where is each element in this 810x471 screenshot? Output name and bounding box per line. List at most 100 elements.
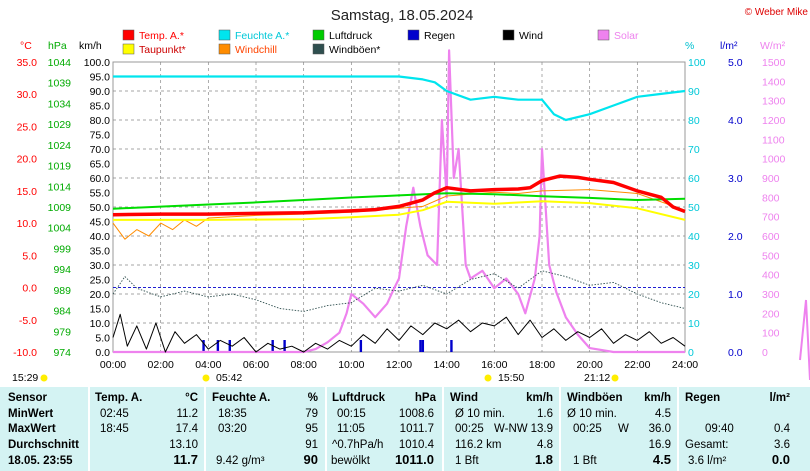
max-gust-time: 00:25 [573, 423, 602, 435]
wind-tick: 75.0 [90, 130, 111, 142]
solar-tick: 600 [762, 231, 780, 243]
current-humidity-value: 90 [303, 452, 318, 467]
min-humidity-value: 79 [305, 408, 318, 420]
separator [204, 387, 206, 471]
wind-tick: 20.0 [90, 289, 111, 301]
pressure-tick: 1004 [48, 223, 72, 235]
sun-icon [611, 374, 619, 382]
solar-tick: 1500 [762, 57, 786, 69]
min-pressure-time: 00:15 [337, 408, 366, 420]
avg-gust-value: 16.9 [648, 439, 671, 451]
max-temp-time: 18:45 [100, 423, 129, 435]
sun-event-time: 21:12 [584, 372, 610, 384]
wind-line [112, 313, 686, 353]
temp-tick: 35.0 [17, 57, 38, 69]
rain-bar [421, 340, 425, 352]
solar-line [113, 49, 685, 354]
separator [88, 387, 90, 471]
temp-tick: 30.0 [17, 89, 38, 101]
legend-label: Feuchte A.* [235, 30, 289, 42]
header-pressure-unit: hPa [414, 392, 436, 404]
gust-beaufort: 1 Bft [573, 455, 597, 467]
solar-sparkline [799, 299, 810, 381]
humidity-unit-label: % [685, 40, 694, 52]
wind-tick: 30.0 [90, 260, 111, 272]
wind-tick: 95.0 [90, 72, 111, 84]
current-wind-value: 1.8 [534, 452, 553, 467]
rain-amount: 3.6 l/m² [688, 455, 727, 467]
weather-condition: bewölkt [331, 455, 370, 467]
plot-area [112, 49, 686, 354]
solar-unit-label: W/m² [760, 40, 786, 52]
separator [442, 387, 444, 471]
solar-tick: 900 [762, 173, 780, 185]
legend-label: Wind [519, 30, 543, 42]
header-sensor: Sensor [8, 392, 47, 404]
sun-icon [40, 374, 48, 382]
pressure-unit-label: hPa [48, 40, 67, 52]
wind-tick: 90.0 [90, 86, 111, 98]
humidity-tick: 80 [688, 115, 700, 127]
pressure-tick: 999 [53, 243, 71, 255]
temp-tick: -5.0 [19, 315, 37, 327]
time-tick: 08:00 [291, 359, 317, 371]
solar-tick: 1100 [762, 134, 785, 146]
wind-tick: 100.0 [84, 57, 110, 69]
pressure-tick: 974 [53, 347, 71, 359]
legend-label: Windchill [235, 44, 277, 56]
pressure-tick: 1029 [48, 119, 72, 131]
wind-unit-label: km/h [79, 40, 102, 52]
wind-tick: 10.0 [90, 318, 111, 330]
wind-tick: 65.0 [90, 159, 111, 171]
rain-bar [450, 340, 453, 352]
min-temp-value: 11.2 [176, 408, 198, 420]
rain-bar [419, 340, 422, 352]
sun-icon [484, 374, 492, 382]
time-tick: 24:00 [672, 359, 698, 371]
temp-tick: 20.0 [17, 154, 38, 166]
legend-label: Solar [614, 30, 639, 42]
header-humidity: Feuchte A. [212, 392, 271, 404]
max-gust-direction: W [618, 423, 629, 435]
humidity-tick: 90 [688, 86, 700, 98]
chart-title: Samstag, 18.05.2024 [331, 7, 474, 24]
legend-swatch [218, 43, 231, 55]
temp-tick: 15.0 [17, 186, 38, 198]
legend-swatch [312, 43, 325, 55]
max-temp-value: 17.4 [175, 423, 198, 435]
rain-unit-label: l/m² [720, 40, 738, 52]
avg-temp-value: 13.10 [169, 439, 198, 451]
humidity-tick: 50 [688, 202, 700, 214]
time-tick: 20:00 [577, 359, 603, 371]
solar-tick: 200 [762, 308, 780, 320]
wind-tick: 85.0 [90, 101, 111, 113]
wind-tick: 0.0 [95, 347, 110, 359]
rain-bar [202, 340, 205, 352]
rain-tick: 2.0 [728, 231, 743, 243]
rain-bar [228, 340, 231, 352]
solar-tick: 400 [762, 270, 780, 282]
temp-tick: 0.0 [22, 283, 37, 295]
humidity-tick: 60 [688, 173, 700, 185]
rain-tick: 4.0 [728, 115, 743, 127]
wind-tick: 80.0 [90, 115, 111, 127]
solar-tick: 800 [762, 192, 780, 204]
separator [677, 387, 679, 471]
max-gust-value: 36.0 [648, 423, 671, 435]
pressure-tick: 994 [53, 264, 71, 276]
humidity-tick: 0 [688, 347, 694, 359]
wind-tick: 5.0 [95, 333, 110, 345]
legend-label: Taupunkt* [139, 44, 186, 56]
wind-beaufort: 1 Bft [455, 455, 479, 467]
separator [559, 387, 561, 471]
pressure-tick: 1014 [48, 181, 72, 193]
rain-total-value: 3.6 [774, 439, 790, 451]
temperature-line [112, 174, 686, 217]
header-humidity-unit: % [307, 392, 318, 404]
sun-icon [202, 374, 210, 382]
current-temp-value: 11.7 [173, 452, 198, 467]
axis-units: °C hPa km/h % l/m² W/m² [20, 40, 786, 52]
pressure-tick: 1024 [48, 140, 72, 152]
pressure-tick: 1039 [48, 78, 72, 90]
pressure-tick: 1034 [48, 98, 72, 110]
